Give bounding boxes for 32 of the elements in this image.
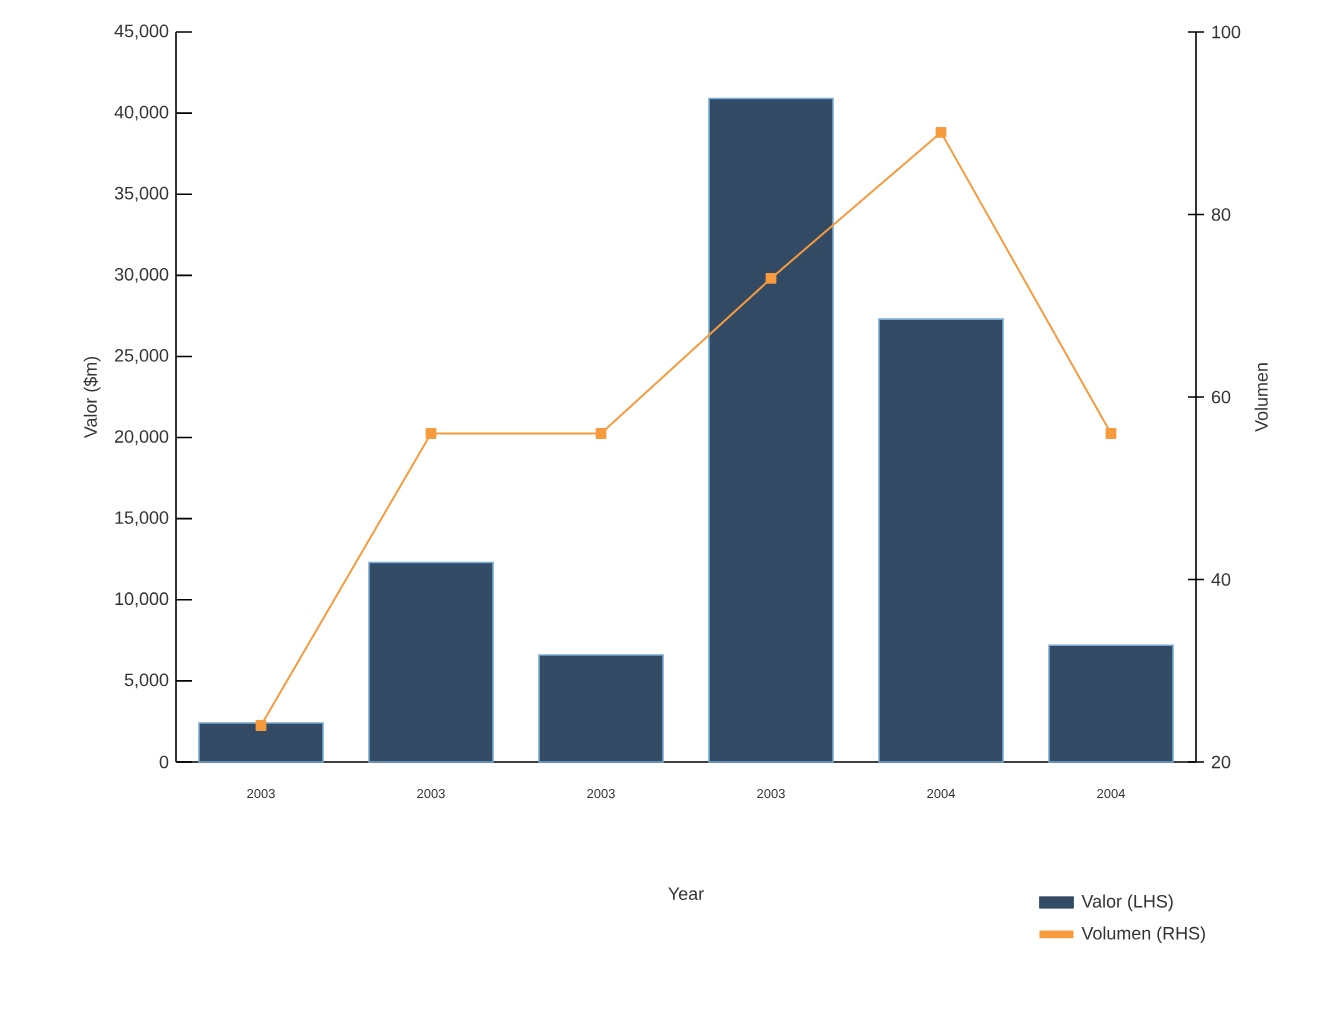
y-tick-label: 10,000 xyxy=(115,592,169,608)
bar xyxy=(1048,644,1174,763)
y-axis-title: Valor ($m) xyxy=(83,356,101,439)
y2-tick-label: 60 xyxy=(1211,390,1231,404)
y-tick-label: 15,000 xyxy=(115,511,169,527)
y-tick-label: 45,000 xyxy=(114,24,169,40)
y2-tick-label: 40 xyxy=(1211,573,1231,586)
y2-tick-label: 80 xyxy=(1211,208,1231,221)
y2-axis-title: Volumen xyxy=(1254,363,1268,432)
y-tick-label: 25,000 xyxy=(115,349,169,364)
point xyxy=(765,273,777,284)
point xyxy=(935,127,947,138)
y-tick-label: 30,000 xyxy=(114,267,169,283)
legend-label: Volumen (RHS) xyxy=(1081,926,1205,944)
bar xyxy=(708,97,834,763)
x-axis-title: Year xyxy=(668,887,704,901)
point xyxy=(425,428,437,439)
legend-label: Valor (LHS) xyxy=(1081,894,1173,912)
bar xyxy=(538,654,664,763)
y-tick-label: 0 xyxy=(159,755,169,769)
y-tick-label: 40,000 xyxy=(114,105,169,121)
y-tick-label: 20,000 xyxy=(115,430,169,445)
y-tick-label: 5,000 xyxy=(124,673,169,689)
y-tick-label: 35,000 xyxy=(114,186,169,202)
y2-tick-label: 20 xyxy=(1211,755,1231,769)
point xyxy=(595,428,607,439)
point xyxy=(1105,428,1117,439)
point xyxy=(255,720,267,731)
bar xyxy=(368,561,494,763)
y2-tick-label: 100 xyxy=(1212,25,1241,39)
bar xyxy=(878,318,1004,763)
bar xyxy=(198,722,324,763)
